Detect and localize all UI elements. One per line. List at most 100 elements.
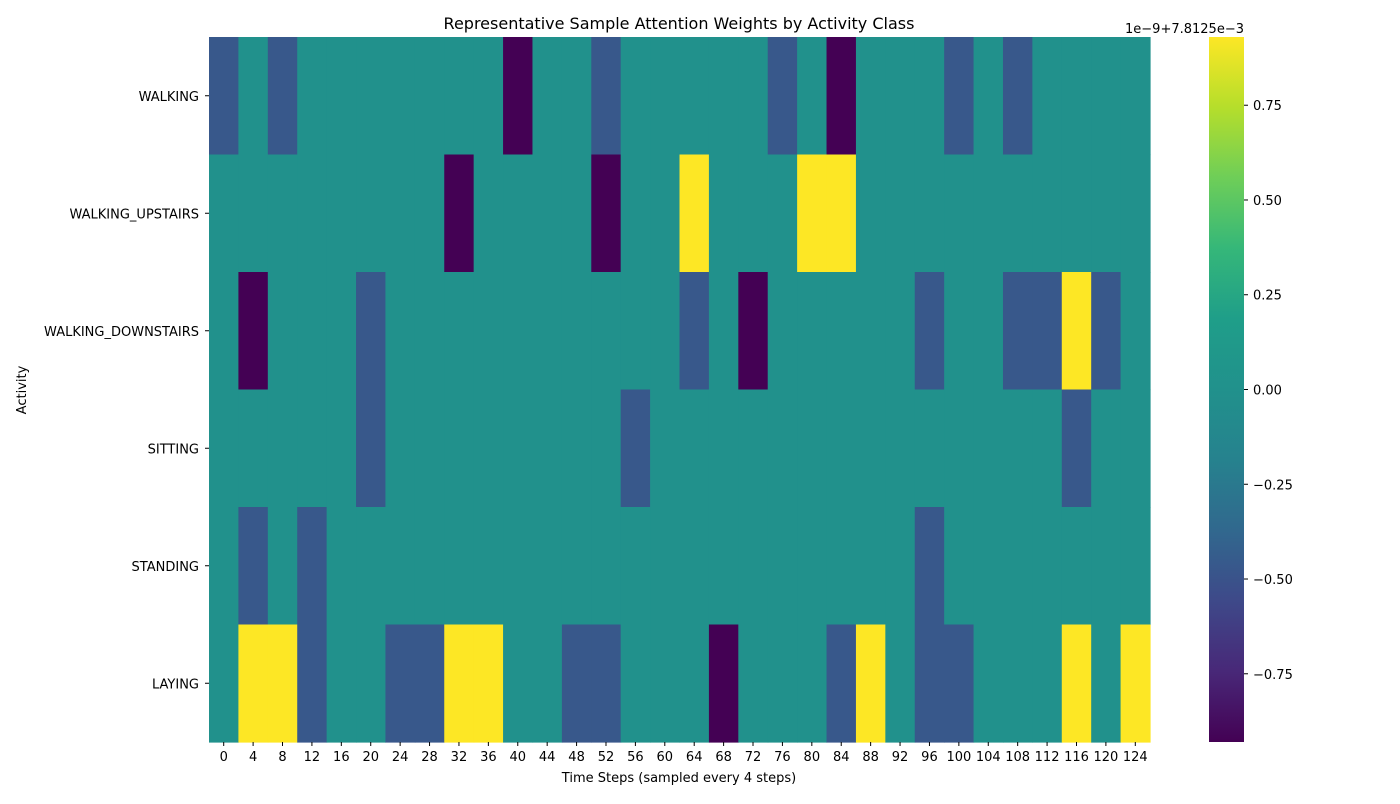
heatmap-cell xyxy=(620,154,651,273)
heatmap-cell xyxy=(267,389,298,508)
x-tick-label: 8 xyxy=(278,750,286,765)
heatmap-cell xyxy=(1032,507,1063,626)
heatmap-cell xyxy=(620,37,651,156)
heatmap-cell xyxy=(1091,389,1122,508)
heatmap-cell xyxy=(503,154,534,273)
heatmap-cell xyxy=(532,507,563,626)
heatmap-cell xyxy=(561,37,592,156)
heatmap-cell xyxy=(385,37,416,156)
heatmap-cell xyxy=(973,154,1004,273)
colorbar-tick-label: −0.75 xyxy=(1253,668,1293,683)
x-tick-label: 84 xyxy=(833,750,850,765)
x-tick-label: 112 xyxy=(1035,750,1060,765)
heatmap-cell xyxy=(914,507,945,626)
heatmap-cell xyxy=(767,37,798,156)
x-tick-label: 80 xyxy=(804,750,821,765)
heatmap-cell xyxy=(767,624,798,743)
x-tick-label: 24 xyxy=(392,750,409,765)
heatmap-cell xyxy=(444,507,475,626)
heatmap-cell xyxy=(826,507,857,626)
x-tick-label: 92 xyxy=(892,750,909,765)
heatmap-cell xyxy=(444,389,475,508)
heatmap-cell xyxy=(973,272,1004,391)
heatmap-cell xyxy=(738,507,769,626)
heatmap-cell xyxy=(414,272,445,391)
x-tick-label: 28 xyxy=(421,750,438,765)
heatmap-cell xyxy=(561,389,592,508)
heatmap-cell xyxy=(914,624,945,743)
heatmap-cell xyxy=(738,37,769,156)
heatmap-cell xyxy=(855,507,886,626)
heatmap-cell xyxy=(914,37,945,156)
heatmap-cell xyxy=(532,624,563,743)
y-tick-label: LAYING xyxy=(152,677,199,692)
heatmap-cell xyxy=(1002,507,1033,626)
heatmap-cell xyxy=(385,507,416,626)
heatmap-cell xyxy=(1032,272,1063,391)
heatmap-cell xyxy=(944,507,975,626)
heatmap-cell xyxy=(1032,37,1063,156)
heatmap-cell xyxy=(620,272,651,391)
heatmap-cell xyxy=(356,37,387,156)
colorbar-offset-label: 1e−9+7.8125e−3 xyxy=(1125,22,1244,37)
heatmap-cell xyxy=(414,624,445,743)
x-tick-label: 120 xyxy=(1093,750,1118,765)
heatmap-cell xyxy=(356,624,387,743)
x-tick-label: 12 xyxy=(304,750,321,765)
heatmap-cell xyxy=(1002,389,1033,508)
heatmap-cell xyxy=(1091,154,1122,273)
heatmap-cell xyxy=(914,272,945,391)
heatmap-cell xyxy=(473,624,504,743)
y-axis-ticks: WALKING WALKING_UPSTAIRS WALKING_DOWNSTAIR… xyxy=(44,90,209,692)
x-tick-label: 0 xyxy=(220,750,228,765)
x-tick-label: 104 xyxy=(976,750,1001,765)
heatmap-cell xyxy=(1002,154,1033,273)
heatmap-cell xyxy=(1091,624,1122,743)
heatmap-cell xyxy=(414,389,445,508)
x-tick-label: 52 xyxy=(598,750,615,765)
heatmap-cell xyxy=(944,624,975,743)
heatmap-cell xyxy=(1091,507,1122,626)
heatmap-cell xyxy=(209,154,240,273)
heatmap-cell xyxy=(297,624,328,743)
heatmap-cell xyxy=(356,272,387,391)
heatmap-cell xyxy=(738,154,769,273)
heatmap-cell xyxy=(444,272,475,391)
x-tick-label: 96 xyxy=(921,750,938,765)
heatmap-cell xyxy=(326,389,357,508)
heatmap-cell xyxy=(326,624,357,743)
heatmap-cell xyxy=(708,154,739,273)
heatmap-cell xyxy=(444,37,475,156)
y-tick-label: STANDING xyxy=(132,560,199,575)
x-tick-label: 72 xyxy=(745,750,762,765)
heatmap-cell xyxy=(297,37,328,156)
x-tick-label: 16 xyxy=(333,750,350,765)
heatmap-cell xyxy=(1032,154,1063,273)
heatmap-cell xyxy=(1061,624,1092,743)
heatmap-cell xyxy=(1032,389,1063,508)
heatmap-cell xyxy=(973,507,1004,626)
heatmap-cell xyxy=(591,624,622,743)
heatmap-cell xyxy=(297,154,328,273)
heatmap-cell xyxy=(238,624,269,743)
heatmap-cell xyxy=(855,37,886,156)
heatmap-cell xyxy=(620,624,651,743)
heatmap-cell xyxy=(797,507,828,626)
heatmap-cell xyxy=(708,272,739,391)
y-tick-label: WALKING_UPSTAIRS xyxy=(70,207,200,222)
heatmap-cell xyxy=(855,624,886,743)
heatmap-cell xyxy=(326,507,357,626)
heatmap-cell xyxy=(973,37,1004,156)
colorbar-tick-label: 0.25 xyxy=(1253,289,1282,304)
heatmap-cell xyxy=(356,154,387,273)
heatmap-cell xyxy=(297,389,328,508)
heatmap-cell xyxy=(855,272,886,391)
heatmap-cell xyxy=(855,389,886,508)
heatmap-cell xyxy=(738,389,769,508)
heatmap-cell xyxy=(885,624,916,743)
heatmap-cell xyxy=(414,37,445,156)
heatmap-cell xyxy=(708,624,739,743)
heatmap-cell xyxy=(738,624,769,743)
